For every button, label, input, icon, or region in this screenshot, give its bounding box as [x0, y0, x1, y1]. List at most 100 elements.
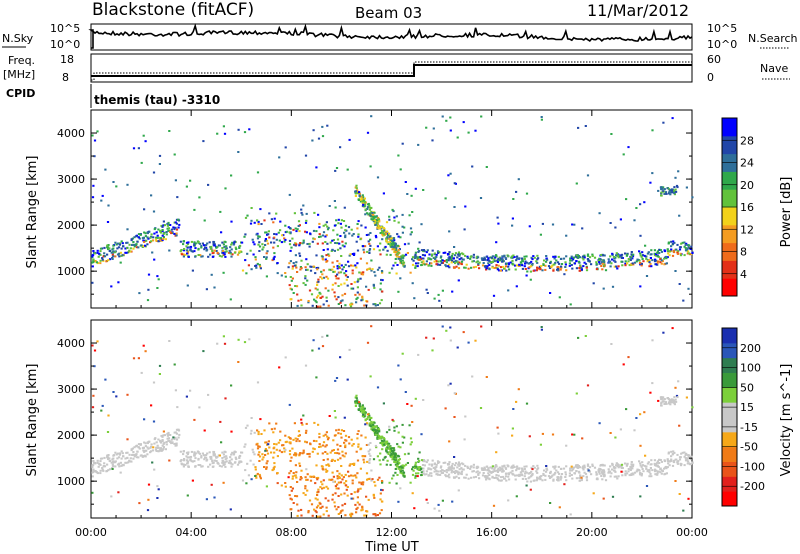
- velocity-cell: [345, 480, 348, 483]
- velocity-cell: [321, 465, 324, 468]
- power-cell: [381, 279, 384, 282]
- power-cell: [362, 203, 365, 206]
- power-cell: [328, 205, 331, 207]
- velocity-cell: [393, 456, 396, 459]
- velocity-cell: [194, 457, 197, 460]
- velocity-cell: [318, 436, 321, 439]
- power-cell: [687, 246, 690, 249]
- velocity-cell: [442, 461, 445, 464]
- velocity-cell: [250, 478, 253, 481]
- power-cell: [450, 261, 453, 264]
- velocity-cell: [125, 451, 128, 454]
- velocity-cell: [381, 443, 384, 446]
- power-cell: [691, 196, 694, 199]
- power-cell: [367, 213, 370, 216]
- power-cell: [570, 255, 573, 258]
- power-cell: [341, 294, 344, 297]
- velocity-cell: [401, 352, 404, 355]
- velocity-cell: [399, 487, 402, 490]
- power-cell: [191, 250, 194, 253]
- power-cell: [317, 280, 320, 283]
- velocity-cell: [106, 454, 109, 457]
- velocity-cell: [521, 477, 524, 480]
- power-cell: [113, 251, 117, 254]
- velocity-cell: [292, 502, 295, 504]
- power-cell: [339, 247, 342, 250]
- velocity-cell: [293, 474, 296, 477]
- power-cell: [321, 125, 324, 128]
- velocity-cell: [115, 453, 118, 456]
- velocity-cell: [575, 470, 578, 473]
- power-cell: [428, 253, 431, 256]
- power-cell: [106, 244, 109, 247]
- velocity-cell: [193, 454, 196, 457]
- power-cell: [668, 189, 671, 192]
- power-cell: [364, 213, 367, 216]
- velocity-cell: [361, 483, 365, 486]
- power-cell: [132, 247, 135, 250]
- power-cell: [348, 138, 351, 141]
- power-cell: [583, 254, 586, 257]
- velocity-cell: [374, 513, 377, 515]
- power-cell: [342, 266, 345, 269]
- colorbar-swatch: [722, 476, 737, 492]
- power-cell: [611, 252, 614, 255]
- velocity-cell: [331, 449, 334, 452]
- power-cell: [489, 256, 492, 259]
- velocity-cell: [684, 454, 687, 456]
- velocity-cell: [321, 452, 324, 455]
- velocity-cell: [614, 436, 617, 439]
- power-cell: [370, 115, 373, 118]
- colorbar-tick-label: -15: [740, 421, 758, 434]
- power-cell: [379, 242, 382, 245]
- power-cell: [343, 231, 346, 234]
- power-cell: [619, 218, 622, 221]
- velocity-cell: [229, 462, 232, 465]
- velocity-cell: [641, 468, 644, 470]
- power-cell: [528, 225, 531, 228]
- velocity-cell: [265, 441, 268, 444]
- velocity-cell: [112, 457, 115, 460]
- velocity-cell: [328, 478, 331, 481]
- velocity-cell: [193, 418, 196, 421]
- velocity-cell: [433, 507, 436, 510]
- velocity-cell: [675, 458, 678, 461]
- power-cell: [352, 264, 355, 267]
- velocity-cell: [376, 436, 379, 439]
- power-cell: [220, 231, 223, 234]
- velocity-cell: [212, 450, 215, 453]
- power-cell: [460, 260, 464, 263]
- velocity-cell: [660, 472, 663, 475]
- power-cell: [579, 256, 582, 259]
- velocity-cell: [280, 484, 283, 487]
- power-cell: [329, 268, 333, 271]
- velocity-cell: [420, 433, 423, 436]
- velocity-cell: [679, 462, 682, 465]
- power-cell: [535, 269, 538, 272]
- power-cell: [159, 239, 162, 242]
- velocity-cell: [110, 461, 113, 464]
- power-cell: [251, 238, 254, 241]
- power-cell: [537, 257, 540, 260]
- power-cell: [138, 292, 141, 295]
- power-cell: [444, 197, 447, 200]
- velocity-cell: [219, 420, 222, 423]
- power-cell: [332, 239, 335, 241]
- power-cell: [447, 174, 450, 177]
- power-cell: [169, 224, 172, 226]
- velocity-cell: [366, 478, 369, 481]
- velocity-cell: [296, 481, 299, 483]
- power-cell: [105, 260, 108, 263]
- power-cell: [457, 251, 461, 254]
- power-cell: [562, 257, 566, 260]
- velocity-cell: [220, 465, 223, 468]
- velocity-cell: [367, 423, 370, 426]
- power-cell: [426, 249, 429, 252]
- velocity-cell: [99, 460, 102, 463]
- power-cell: [411, 282, 414, 285]
- velocity-cell: [419, 466, 422, 468]
- velocity-cell: [394, 461, 397, 464]
- velocity-cell: [552, 465, 555, 468]
- velocity-cell: [339, 432, 342, 435]
- power-cell: [532, 269, 535, 272]
